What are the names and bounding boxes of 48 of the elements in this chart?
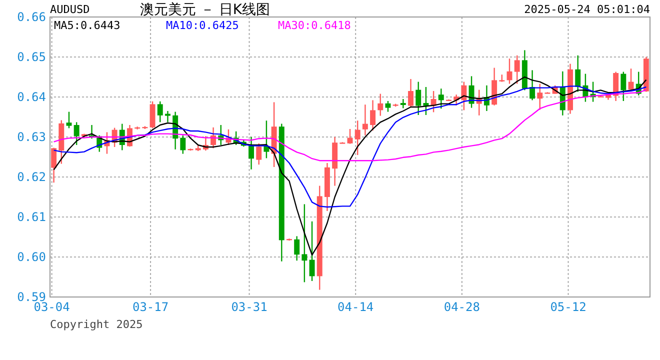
candlestick [362, 104, 368, 136]
x-tick-label: 03-17 [132, 300, 169, 314]
chart-subtitle: AUDUSD [50, 3, 90, 16]
candlestick [537, 83, 543, 110]
candlestick [461, 81, 467, 111]
x-tick-label: 03-31 [231, 300, 268, 314]
x-tick-label: 05-12 [550, 300, 586, 314]
candlestick [309, 220, 315, 282]
y-tick-label: 0.63 [17, 130, 46, 144]
candlestick [378, 93, 384, 116]
x-tick-label: 04-28 [444, 300, 480, 314]
y-tick-label: 0.61 [17, 210, 46, 224]
candlestick [256, 142, 262, 166]
text: MA5:0.6443 [54, 19, 120, 32]
candlestick [514, 54, 520, 84]
y-tick-label: 0.62 [17, 170, 46, 184]
x-tick-label: 03-04 [34, 300, 70, 314]
candlestick [416, 81, 422, 116]
candlestick [248, 136, 254, 170]
candlestick [150, 100, 156, 129]
text: MA10:0.6425 [166, 19, 239, 32]
candlestick [575, 54, 581, 92]
candlestick [180, 134, 186, 154]
chart-title: 澳元美元 － 日K线图 [140, 2, 270, 18]
candlestick [400, 98, 406, 109]
candlestick [294, 236, 300, 262]
candlestick [620, 71, 626, 102]
candlestick [157, 100, 163, 123]
text: 2025-05-24 05:01:04 [524, 3, 650, 16]
y-tick-label: 0.66 [17, 10, 46, 24]
candlestick [164, 110, 170, 123]
x-tick-label: 04-14 [338, 300, 374, 314]
candlestick [408, 78, 414, 108]
y-tick-label: 0.60 [17, 250, 46, 264]
candlestick [302, 204, 308, 283]
y-tick-label: 0.65 [17, 50, 46, 64]
candlestick [74, 122, 80, 146]
candlestick [370, 100, 376, 132]
candlestick [347, 128, 353, 144]
candlestick [438, 88, 444, 110]
y-tick-label: 0.64 [17, 90, 46, 104]
text: Copyright 2025 [50, 318, 143, 331]
candlestick [423, 86, 429, 116]
candlestick [66, 111, 72, 129]
candlestick [354, 120, 360, 156]
candlestick [51, 147, 57, 184]
text: MA30:0.6418 [278, 19, 351, 32]
candlestick [385, 100, 391, 112]
